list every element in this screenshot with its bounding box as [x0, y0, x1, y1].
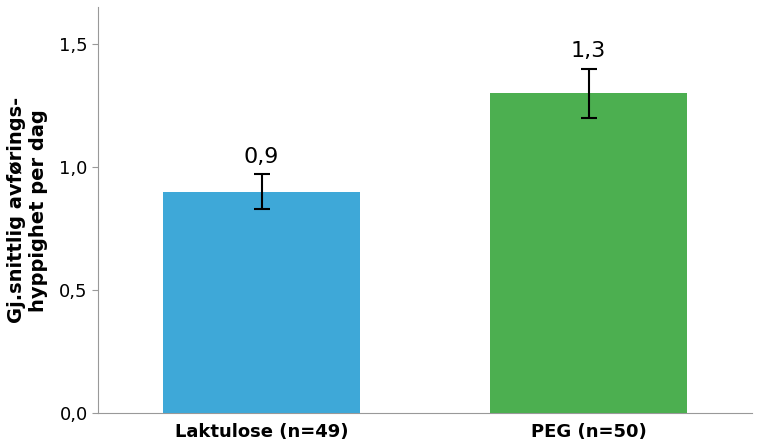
Bar [490, 93, 687, 414]
Text: 0,9: 0,9 [244, 147, 279, 167]
Text: 1,3: 1,3 [571, 41, 606, 61]
Y-axis label: Gj.snittlig avførings-
hyppighet per dag: Gj.snittlig avførings- hyppighet per dag [7, 97, 48, 323]
Bar [163, 192, 360, 414]
